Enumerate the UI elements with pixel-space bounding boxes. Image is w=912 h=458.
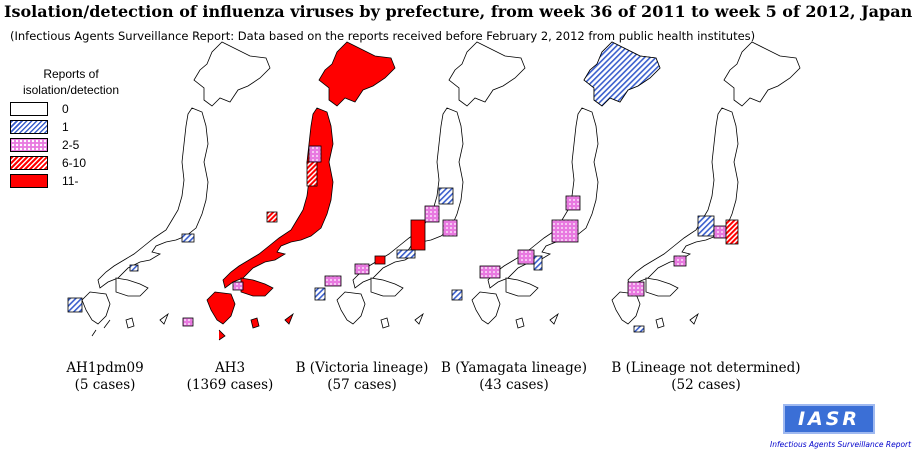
iasr-logo: IASR (783, 404, 875, 434)
legend-item-1: 1 (6, 118, 136, 136)
prefecture-blue (438, 187, 454, 205)
legend-item-2: 2-5 (6, 136, 136, 154)
caption-name: B (Victoria lineage) (295, 360, 429, 376)
prefecture-blue (181, 233, 195, 243)
map-b-yamagata (451, 41, 661, 329)
prefecture-red (374, 255, 386, 265)
legend-label: 11- (62, 174, 79, 188)
prefecture-pink (308, 145, 322, 163)
caption-cases: (57 cases) (327, 377, 397, 393)
legend-swatch-white (10, 102, 48, 116)
island-detail (218, 329, 226, 341)
prefecture-pink (517, 249, 535, 265)
caption-name: B (Yamagata lineage) (441, 360, 587, 376)
prefecture-pink (182, 317, 194, 327)
caption-name: B (Lineage not determined) (611, 360, 801, 376)
caption-b-yamagata: B (Yamagata lineage) (43 cases) (430, 360, 598, 394)
page-title: Isolation/detection of influenza viruses… (4, 2, 912, 21)
prefecture-blue (533, 255, 543, 271)
caption-ah3: AH3 (1369 cases) (165, 360, 295, 394)
map-b-undetermined (611, 41, 801, 333)
prefecture-blue (451, 289, 463, 301)
legend-swatch-solid-red (10, 174, 48, 188)
caption-cases: (1369 cases) (186, 377, 274, 393)
map-ah3 (182, 41, 396, 341)
legend-swatch-blue-hatch (10, 120, 48, 134)
legend-swatch-red-hatch (10, 156, 48, 170)
caption-ah1pdm09: AH1pdm09 (5 cases) (40, 360, 170, 394)
legend-item-3: 6-10 (6, 154, 136, 172)
island-detail (91, 319, 111, 337)
prefecture-blue (67, 297, 83, 313)
prefecture-blue (129, 264, 139, 272)
prefecture-pink (565, 195, 581, 211)
caption-name: AH3 (214, 360, 246, 376)
prefecture-redhatch (725, 219, 739, 245)
prefecture-blue (314, 287, 326, 301)
prefecture-redhatch (266, 211, 278, 223)
legend: Reports of isolation/detection 0 1 2-5 6… (6, 66, 136, 190)
prefecture-pink (324, 275, 342, 287)
legend-label: 6-10 (62, 156, 87, 170)
prefecture-redhatch (306, 161, 318, 187)
caption-cases: (43 cases) (479, 377, 549, 393)
prefecture-blue (583, 41, 661, 107)
legend-item-0: 0 (6, 100, 136, 118)
prefecture-pink (232, 281, 244, 291)
legend-label: 0 (62, 102, 69, 116)
prefecture-pink (354, 263, 370, 275)
legend-title-line2: isolation/detection (22, 83, 120, 97)
legend-title: Reports of isolation/detection (6, 66, 136, 98)
map-b-victoria (314, 41, 526, 329)
legend-swatch-pink-dots (10, 138, 48, 152)
prefecture-pink (713, 225, 727, 239)
caption-cases: (5 cases) (74, 377, 136, 393)
prefecture-pink (479, 265, 501, 279)
caption-b-undetermined: B (Lineage not determined) (52 cases) (600, 360, 812, 394)
legend-label: 1 (62, 120, 69, 134)
prefecture-pink (442, 219, 458, 237)
legend-item-4: 11- (6, 172, 136, 190)
page-subtitle: (Infectious Agents Surveillance Report: … (10, 29, 756, 43)
prefecture-pink (627, 281, 645, 297)
prefecture-blue (633, 325, 645, 333)
caption-name: AH1pdm09 (66, 360, 144, 376)
prefecture-pink (673, 255, 687, 267)
prefecture-pink (424, 205, 440, 223)
prefecture-red (410, 219, 426, 251)
iasr-logo-caption: Infectious Agents Surveillance Report (770, 440, 912, 449)
prefecture-blue (396, 249, 416, 259)
legend-label: 2-5 (62, 138, 80, 152)
map-ah1pdm09 (67, 41, 271, 337)
prefecture-pink (551, 219, 579, 243)
caption-cases: (52 cases) (671, 377, 741, 393)
caption-b-victoria: B (Victoria lineage) (57 cases) (282, 360, 442, 394)
legend-title-line1: Reports of (43, 67, 99, 81)
prefecture-blue (697, 215, 715, 237)
